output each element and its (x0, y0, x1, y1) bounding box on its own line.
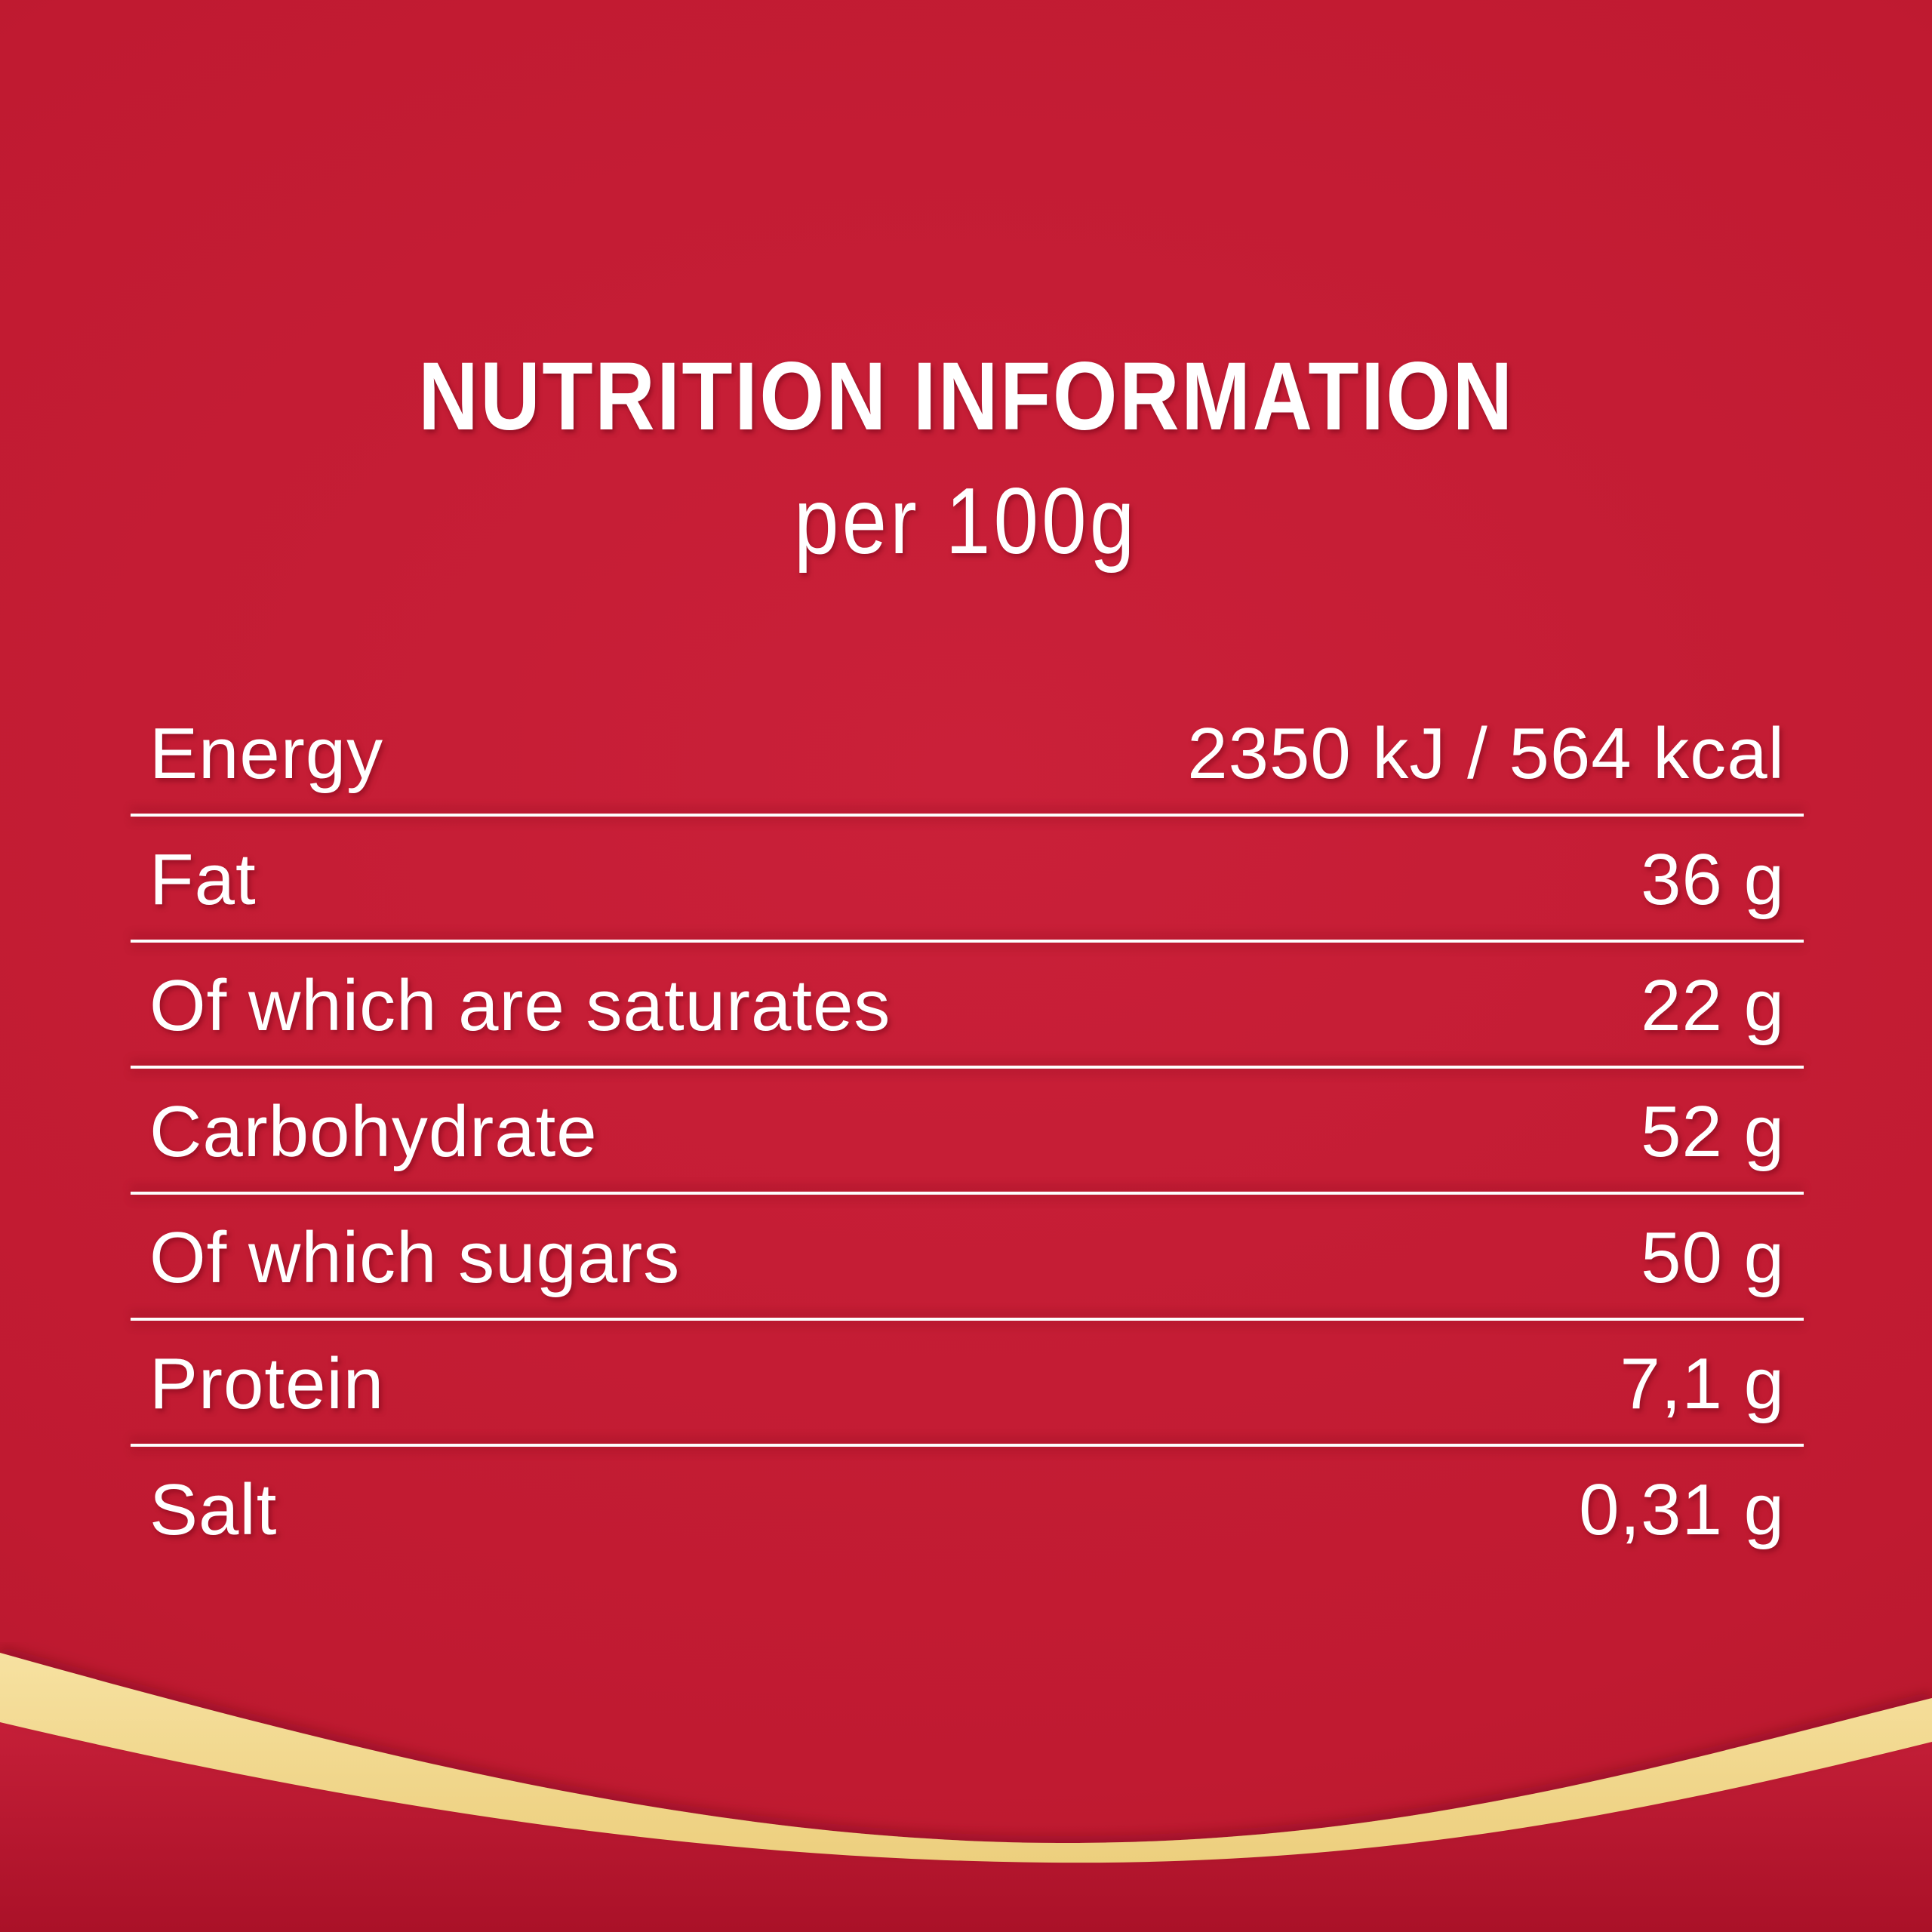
row-label: Of which sugars (149, 1217, 681, 1298)
row-label: Of which are saturates (149, 964, 891, 1046)
table-row: Protein 7,1 g (131, 1321, 1804, 1447)
row-value: 50 g (1641, 1217, 1785, 1298)
panel-subtitle-wrap: per 100g (0, 468, 1932, 575)
panel-subtitle: per 100g (794, 469, 1138, 574)
table-row: Fat 36 g (131, 817, 1804, 943)
table-row: Salt 0,31 g (131, 1447, 1804, 1573)
row-value: 52 g (1641, 1091, 1785, 1172)
table-row: Of which sugars 50 g (131, 1195, 1804, 1321)
table-row: Energy 2350 kJ / 564 kcal (131, 691, 1804, 817)
row-label: Energy (149, 712, 384, 794)
row-value: 0,31 g (1579, 1469, 1785, 1550)
row-label: Salt (149, 1469, 278, 1550)
row-value: 22 g (1641, 964, 1785, 1046)
row-value: 7,1 g (1620, 1343, 1785, 1424)
table-row: Of which are saturates 22 g (131, 943, 1804, 1069)
gold-ribbon-band (0, 1653, 1932, 1863)
row-value: 2350 kJ / 564 kcal (1187, 712, 1785, 794)
panel-title-wrap: NUTRITION INFORMATION (0, 341, 1932, 452)
table-row: Carbohydrate 52 g (131, 1069, 1804, 1195)
panel-title: NUTRITION INFORMATION (417, 343, 1515, 451)
row-label: Fat (149, 838, 257, 920)
row-label: Protein (149, 1343, 385, 1424)
bottom-red-region (0, 1722, 1932, 1932)
row-value: 36 g (1641, 838, 1785, 920)
row-label: Carbohydrate (149, 1091, 598, 1172)
nutrition-table: Energy 2350 kJ / 564 kcal Fat 36 g Of wh… (131, 691, 1804, 1573)
